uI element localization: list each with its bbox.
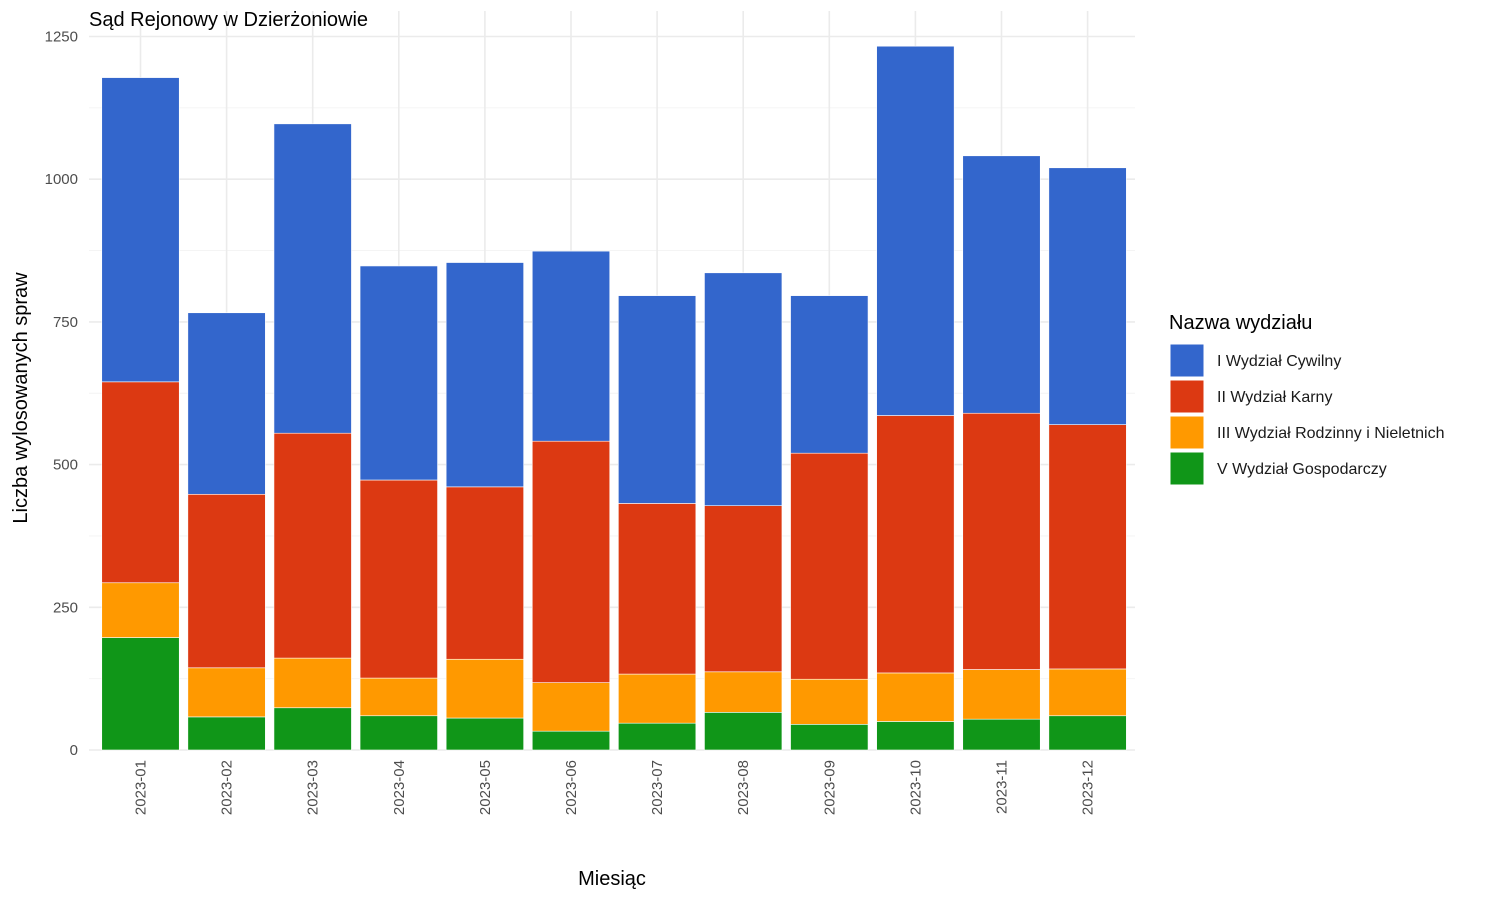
bar-segment-2023-03-series-3	[273, 123, 352, 434]
y-tick-label: 0	[70, 742, 78, 759]
bar-segment-2023-11-series-2	[962, 412, 1041, 670]
legend-key	[1169, 451, 1205, 486]
bar-segment-2023-05-series-0	[445, 717, 524, 751]
bar-segment-2023-02-series-3	[187, 312, 266, 495]
x-tick-label: 2023-01	[133, 760, 150, 815]
bar-segment-2023-02-series-2	[187, 493, 266, 669]
legend-label: V Wydział Gospodarczy	[1217, 461, 1387, 478]
bar-segment-2023-11-series-3	[962, 155, 1041, 414]
bar-segment-2023-07-series-2	[618, 503, 697, 675]
bar-segment-2023-10-series-0	[876, 721, 955, 751]
bar-segment-2023-09-series-1	[790, 678, 869, 725]
bar-segment-2023-09-series-0	[790, 724, 869, 751]
legend-label: I Wydział Cywilny	[1217, 353, 1341, 370]
legend-key	[1169, 343, 1205, 378]
bar-segment-2023-03-series-2	[273, 432, 352, 659]
bar-segment-2023-03-series-0	[273, 707, 352, 751]
x-tick-label: 2023-09	[821, 760, 838, 815]
bar-segment-2023-05-series-3	[445, 262, 524, 488]
x-tick-label: 2023-04	[391, 760, 408, 815]
bar-segment-2023-11-series-1	[962, 669, 1041, 720]
bar-segment-2023-08-series-2	[704, 505, 783, 673]
bar-segment-2023-04-series-0	[359, 715, 438, 751]
bar-segment-2023-07-series-0	[618, 722, 697, 751]
bar-segment-2023-12-series-1	[1048, 668, 1127, 717]
x-axis-title: Miesiąc	[578, 868, 646, 890]
bar-segment-2023-12-series-0	[1048, 715, 1127, 751]
bar-segment-2023-05-series-1	[445, 658, 524, 719]
legend-key	[1169, 379, 1205, 414]
y-axis-title: Liczba wylosowanych spraw	[10, 272, 32, 524]
chart-title: Sąd Rejonowy w Dzierżoniowie	[89, 9, 368, 31]
bar-segment-2023-09-series-2	[790, 452, 869, 680]
x-tick-label: 2023-05	[477, 760, 494, 815]
bar-segment-2023-06-series-0	[531, 730, 611, 751]
x-tick-label: 2023-02	[219, 760, 236, 815]
bar-segment-2023-08-series-3	[704, 272, 783, 506]
bar-segment-2023-06-series-1	[531, 682, 611, 732]
y-tick-label: 500	[53, 457, 78, 474]
legend-title: Nazwa wydziału	[1169, 312, 1312, 334]
bar-segment-2023-08-series-0	[704, 712, 783, 751]
x-tick-label: 2023-12	[1080, 760, 1097, 815]
bar-segment-2023-01-series-1	[101, 582, 180, 638]
bar-segment-2023-08-series-1	[704, 671, 783, 713]
x-axis-ticks: 2023-01 2023-02 2023-03 2023-04 2023-05 2023-…	[133, 760, 1097, 815]
x-tick-label: 2023-07	[649, 760, 666, 815]
bar-segment-2023-10-series-1	[876, 672, 955, 722]
bar-segment-2023-06-series-3	[531, 250, 611, 442]
bar-segment-2023-01-series-0	[101, 637, 180, 751]
x-tick-label: 2023-08	[735, 760, 752, 815]
y-tick-label: 1000	[45, 171, 78, 188]
x-tick-label: 2023-03	[305, 760, 322, 815]
x-tick-label: 2023-11	[994, 760, 1011, 814]
legend-label: III Wydział Rodzinny i Nieletnich	[1217, 425, 1445, 442]
bar-segment-2023-12-series-2	[1048, 424, 1127, 670]
bar-segment-2023-05-series-2	[445, 486, 524, 660]
bar-segment-2023-11-series-0	[962, 718, 1041, 751]
bar-segment-2023-07-series-1	[618, 673, 697, 724]
y-axis-ticks: 0 250 500 750 1000 1250	[45, 29, 78, 760]
legend: Nazwa wydziału I Wydział Cywilny II Wydzi…	[1169, 312, 1445, 486]
x-tick-label: 2023-10	[907, 760, 924, 815]
legend-key	[1169, 415, 1205, 450]
legend-label: II Wydział Karny	[1217, 389, 1332, 406]
bar-segment-2023-06-series-2	[531, 440, 611, 683]
y-tick-label: 250	[53, 599, 78, 616]
y-tick-label: 1250	[45, 29, 78, 46]
bar-segment-2023-02-series-0	[187, 716, 266, 751]
bar-segment-2023-01-series-3	[101, 77, 180, 383]
x-tick-label: 2023-06	[563, 760, 580, 815]
bars	[101, 45, 1127, 751]
bar-segment-2023-04-series-3	[359, 265, 438, 481]
bar-segment-2023-10-series-2	[876, 415, 955, 674]
bar-segment-2023-04-series-1	[359, 677, 438, 717]
bar-segment-2023-09-series-3	[790, 295, 869, 454]
bar-segment-2023-01-series-2	[101, 381, 180, 584]
y-tick-label: 750	[53, 314, 78, 331]
bar-segment-2023-10-series-3	[876, 45, 955, 416]
bar-segment-2023-02-series-1	[187, 667, 266, 718]
bar-segment-2023-07-series-3	[618, 295, 697, 504]
bar-segment-2023-04-series-2	[359, 479, 438, 679]
bar-segment-2023-12-series-3	[1048, 167, 1127, 425]
bar-segment-2023-03-series-1	[273, 657, 352, 709]
